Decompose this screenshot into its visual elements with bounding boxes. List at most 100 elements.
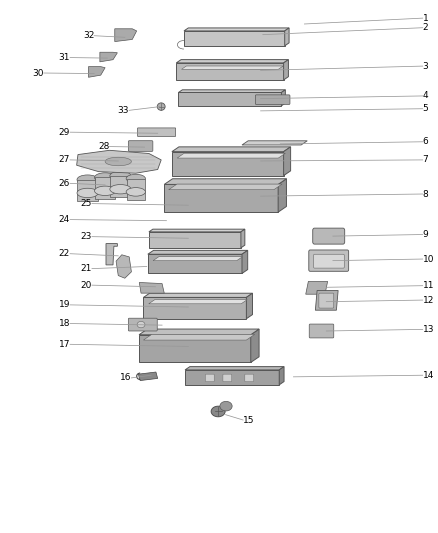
Polygon shape [100, 52, 117, 62]
Text: 7: 7 [423, 156, 428, 164]
Text: 27: 27 [59, 156, 70, 164]
Polygon shape [184, 31, 285, 46]
Polygon shape [182, 66, 283, 69]
Polygon shape [172, 152, 283, 176]
Polygon shape [283, 60, 288, 80]
FancyBboxPatch shape [138, 128, 176, 136]
Ellipse shape [126, 174, 145, 183]
Text: 13: 13 [423, 325, 434, 334]
Ellipse shape [137, 321, 145, 328]
Polygon shape [143, 334, 255, 340]
Polygon shape [179, 90, 286, 93]
Text: 4: 4 [423, 92, 428, 100]
Text: 33: 33 [118, 106, 129, 115]
FancyBboxPatch shape [128, 318, 157, 331]
Text: 15: 15 [243, 416, 254, 424]
FancyBboxPatch shape [313, 228, 345, 244]
Bar [78, 180, 98, 201]
Polygon shape [172, 147, 291, 152]
Polygon shape [281, 90, 286, 106]
Polygon shape [185, 370, 279, 385]
Text: 14: 14 [423, 371, 434, 379]
Ellipse shape [77, 175, 98, 184]
Polygon shape [242, 141, 307, 145]
Polygon shape [139, 329, 259, 335]
Polygon shape [242, 251, 248, 273]
FancyBboxPatch shape [128, 141, 153, 151]
FancyBboxPatch shape [245, 374, 254, 382]
Ellipse shape [220, 401, 232, 411]
Polygon shape [279, 367, 284, 385]
Text: 28: 28 [98, 142, 110, 151]
FancyBboxPatch shape [205, 374, 214, 382]
FancyBboxPatch shape [314, 254, 344, 268]
Text: 24: 24 [59, 215, 70, 224]
Polygon shape [143, 297, 246, 319]
Polygon shape [246, 293, 252, 319]
Polygon shape [241, 229, 245, 248]
Text: 10: 10 [423, 255, 434, 263]
Polygon shape [283, 147, 291, 176]
Text: 29: 29 [59, 128, 70, 136]
Text: 25: 25 [81, 199, 92, 208]
Polygon shape [116, 255, 131, 278]
FancyBboxPatch shape [309, 250, 349, 271]
Polygon shape [77, 150, 161, 173]
Polygon shape [285, 28, 289, 46]
Text: 20: 20 [81, 281, 92, 289]
Text: 5: 5 [423, 104, 428, 113]
Text: 22: 22 [59, 249, 70, 258]
Polygon shape [251, 329, 259, 362]
Text: 18: 18 [59, 319, 70, 328]
Polygon shape [148, 254, 242, 273]
FancyBboxPatch shape [309, 324, 334, 338]
Text: 16: 16 [120, 374, 131, 382]
Text: 23: 23 [81, 232, 92, 241]
Ellipse shape [157, 103, 165, 110]
Text: 1: 1 [423, 14, 428, 22]
Polygon shape [139, 335, 251, 362]
Polygon shape [164, 179, 286, 184]
Text: 17: 17 [59, 340, 70, 349]
Polygon shape [179, 93, 281, 106]
Polygon shape [164, 184, 278, 212]
Text: 9: 9 [423, 230, 428, 239]
Text: 3: 3 [423, 62, 428, 70]
Polygon shape [115, 29, 137, 42]
Ellipse shape [95, 186, 116, 196]
FancyBboxPatch shape [255, 95, 290, 104]
Text: 6: 6 [423, 138, 428, 146]
FancyBboxPatch shape [223, 374, 232, 382]
Polygon shape [315, 290, 338, 310]
Polygon shape [176, 60, 288, 63]
Text: 19: 19 [59, 301, 70, 309]
Text: 31: 31 [59, 53, 70, 62]
Text: 26: 26 [59, 179, 70, 188]
Polygon shape [153, 257, 243, 261]
FancyBboxPatch shape [319, 293, 334, 308]
Polygon shape [149, 229, 245, 232]
Polygon shape [185, 367, 284, 370]
Text: 12: 12 [423, 296, 434, 304]
Polygon shape [169, 184, 282, 190]
Ellipse shape [77, 188, 98, 198]
Text: 2: 2 [423, 23, 428, 32]
Polygon shape [176, 63, 283, 80]
Ellipse shape [126, 188, 145, 196]
Text: 32: 32 [83, 31, 94, 40]
Polygon shape [278, 179, 286, 212]
Polygon shape [149, 300, 247, 304]
Polygon shape [88, 67, 105, 77]
Bar [95, 177, 115, 199]
Bar [127, 179, 145, 200]
Text: 8: 8 [423, 190, 428, 198]
Ellipse shape [110, 184, 131, 194]
Text: 21: 21 [81, 264, 92, 273]
Ellipse shape [95, 173, 116, 182]
Polygon shape [106, 244, 117, 265]
Polygon shape [149, 232, 241, 248]
Ellipse shape [105, 157, 131, 166]
Polygon shape [177, 154, 285, 158]
Polygon shape [139, 282, 164, 293]
Polygon shape [184, 28, 289, 31]
